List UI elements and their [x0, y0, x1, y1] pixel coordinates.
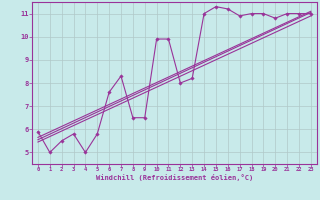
X-axis label: Windchill (Refroidissement éolien,°C): Windchill (Refroidissement éolien,°C): [96, 174, 253, 181]
